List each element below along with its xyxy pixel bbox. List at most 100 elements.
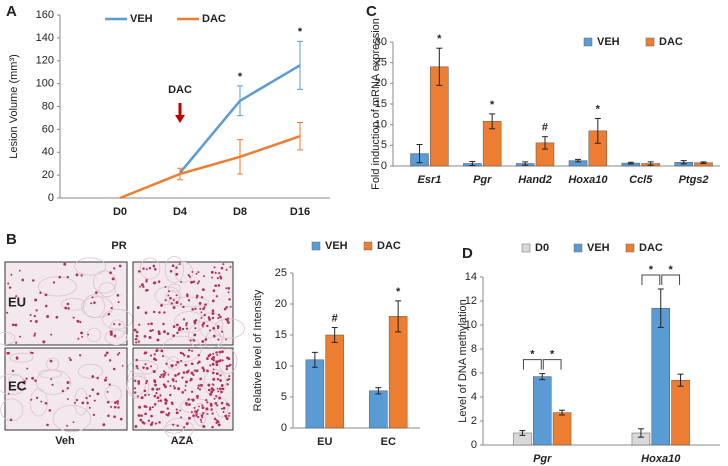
stained-cell xyxy=(189,379,192,382)
stained-cell xyxy=(225,367,229,371)
y-tick-label: 10 xyxy=(275,360,287,372)
stained-cell xyxy=(113,415,116,419)
stained-cell xyxy=(180,416,183,419)
stained-cell xyxy=(202,325,204,328)
stained-cell xyxy=(66,302,70,306)
stained-cell xyxy=(211,312,215,315)
y-tick-label: 100 xyxy=(36,78,54,90)
stained-cell xyxy=(190,280,193,284)
stained-cell xyxy=(102,423,106,427)
stained-cell xyxy=(154,268,157,271)
stained-cell xyxy=(167,412,171,415)
stained-cell xyxy=(148,408,152,411)
bar xyxy=(388,316,408,429)
y-tick-label: 5 xyxy=(381,139,387,151)
stained-cell xyxy=(80,331,84,335)
tissue xyxy=(164,255,185,284)
stained-cell xyxy=(198,405,200,408)
stained-cell xyxy=(66,381,70,385)
stained-cell xyxy=(196,396,199,399)
stained-cell xyxy=(163,330,166,334)
stained-cell xyxy=(10,273,13,276)
stained-cell xyxy=(34,320,38,323)
stained-cell xyxy=(40,400,43,403)
stained-cell xyxy=(197,354,200,357)
stained-cell xyxy=(229,305,232,308)
stained-cell xyxy=(193,406,196,409)
stained-cell xyxy=(207,316,211,319)
stained-cell xyxy=(200,296,204,299)
stained-cell xyxy=(194,307,197,310)
tissue xyxy=(198,312,224,339)
stained-cell xyxy=(34,332,37,335)
stained-cell xyxy=(162,322,165,326)
image-title: PR xyxy=(111,240,126,252)
y-tick-label: 30 xyxy=(375,36,387,48)
stained-cell xyxy=(90,302,93,305)
y-tick-label: 10 xyxy=(465,319,477,331)
stained-cell xyxy=(218,396,222,400)
stained-cell xyxy=(116,353,119,356)
stained-cell xyxy=(86,401,89,405)
stained-cell xyxy=(15,341,18,344)
stained-cell xyxy=(109,330,113,334)
stained-cell xyxy=(199,307,202,310)
bar xyxy=(671,379,690,446)
y-tick-label: 60 xyxy=(42,123,54,135)
error-bar xyxy=(375,387,382,395)
stained-cell xyxy=(211,299,215,303)
stained-cell xyxy=(217,317,220,320)
stained-cell xyxy=(81,335,84,338)
tissue xyxy=(0,373,26,396)
stained-cell xyxy=(51,383,54,386)
stained-cell xyxy=(182,318,186,321)
series-line xyxy=(119,135,301,200)
significance: * xyxy=(649,264,654,276)
x-tick-label: Hoxa10 xyxy=(641,453,681,465)
stained-cell xyxy=(201,288,205,292)
stained-cell xyxy=(144,393,147,397)
stained-cell xyxy=(207,388,211,392)
stained-cell xyxy=(21,278,25,282)
legend-label: VEH xyxy=(587,242,610,254)
stained-cell xyxy=(49,359,53,363)
stained-cell xyxy=(209,364,212,367)
stained-cell xyxy=(216,277,219,280)
error-bar xyxy=(522,161,529,166)
stained-cell xyxy=(195,296,198,299)
stained-cell xyxy=(154,383,157,387)
stained-cell xyxy=(211,309,215,313)
stained-cell xyxy=(185,322,188,325)
significance: * xyxy=(669,264,674,276)
column-label: AZA xyxy=(171,435,194,447)
stained-cell xyxy=(147,419,151,422)
stained-cell xyxy=(225,306,228,309)
stained-cell xyxy=(225,268,228,271)
stained-cell xyxy=(164,401,168,405)
stained-cell xyxy=(145,289,148,292)
panel-label: A xyxy=(6,3,17,20)
stained-cell xyxy=(175,294,178,297)
stained-cell xyxy=(67,307,70,310)
stained-cell xyxy=(209,329,211,332)
stained-cell xyxy=(154,422,158,425)
tissue xyxy=(126,375,150,399)
stained-cell xyxy=(217,284,221,287)
error-bar xyxy=(647,161,654,166)
stained-cell xyxy=(197,384,200,387)
stained-cell xyxy=(184,363,188,367)
stained-cell xyxy=(6,311,9,314)
stained-cell xyxy=(159,394,162,397)
stained-cell xyxy=(221,350,224,354)
stained-cell xyxy=(144,412,147,416)
stained-cell xyxy=(18,269,21,272)
stained-cell xyxy=(212,368,215,371)
legend-swatch xyxy=(583,37,593,47)
stained-cell xyxy=(160,410,164,414)
stained-cell xyxy=(135,341,138,344)
stained-cell xyxy=(52,281,56,284)
stained-cell xyxy=(167,294,170,297)
stained-cell xyxy=(219,379,222,382)
y-tick-label: 0 xyxy=(471,439,477,451)
stained-cell xyxy=(42,340,46,344)
